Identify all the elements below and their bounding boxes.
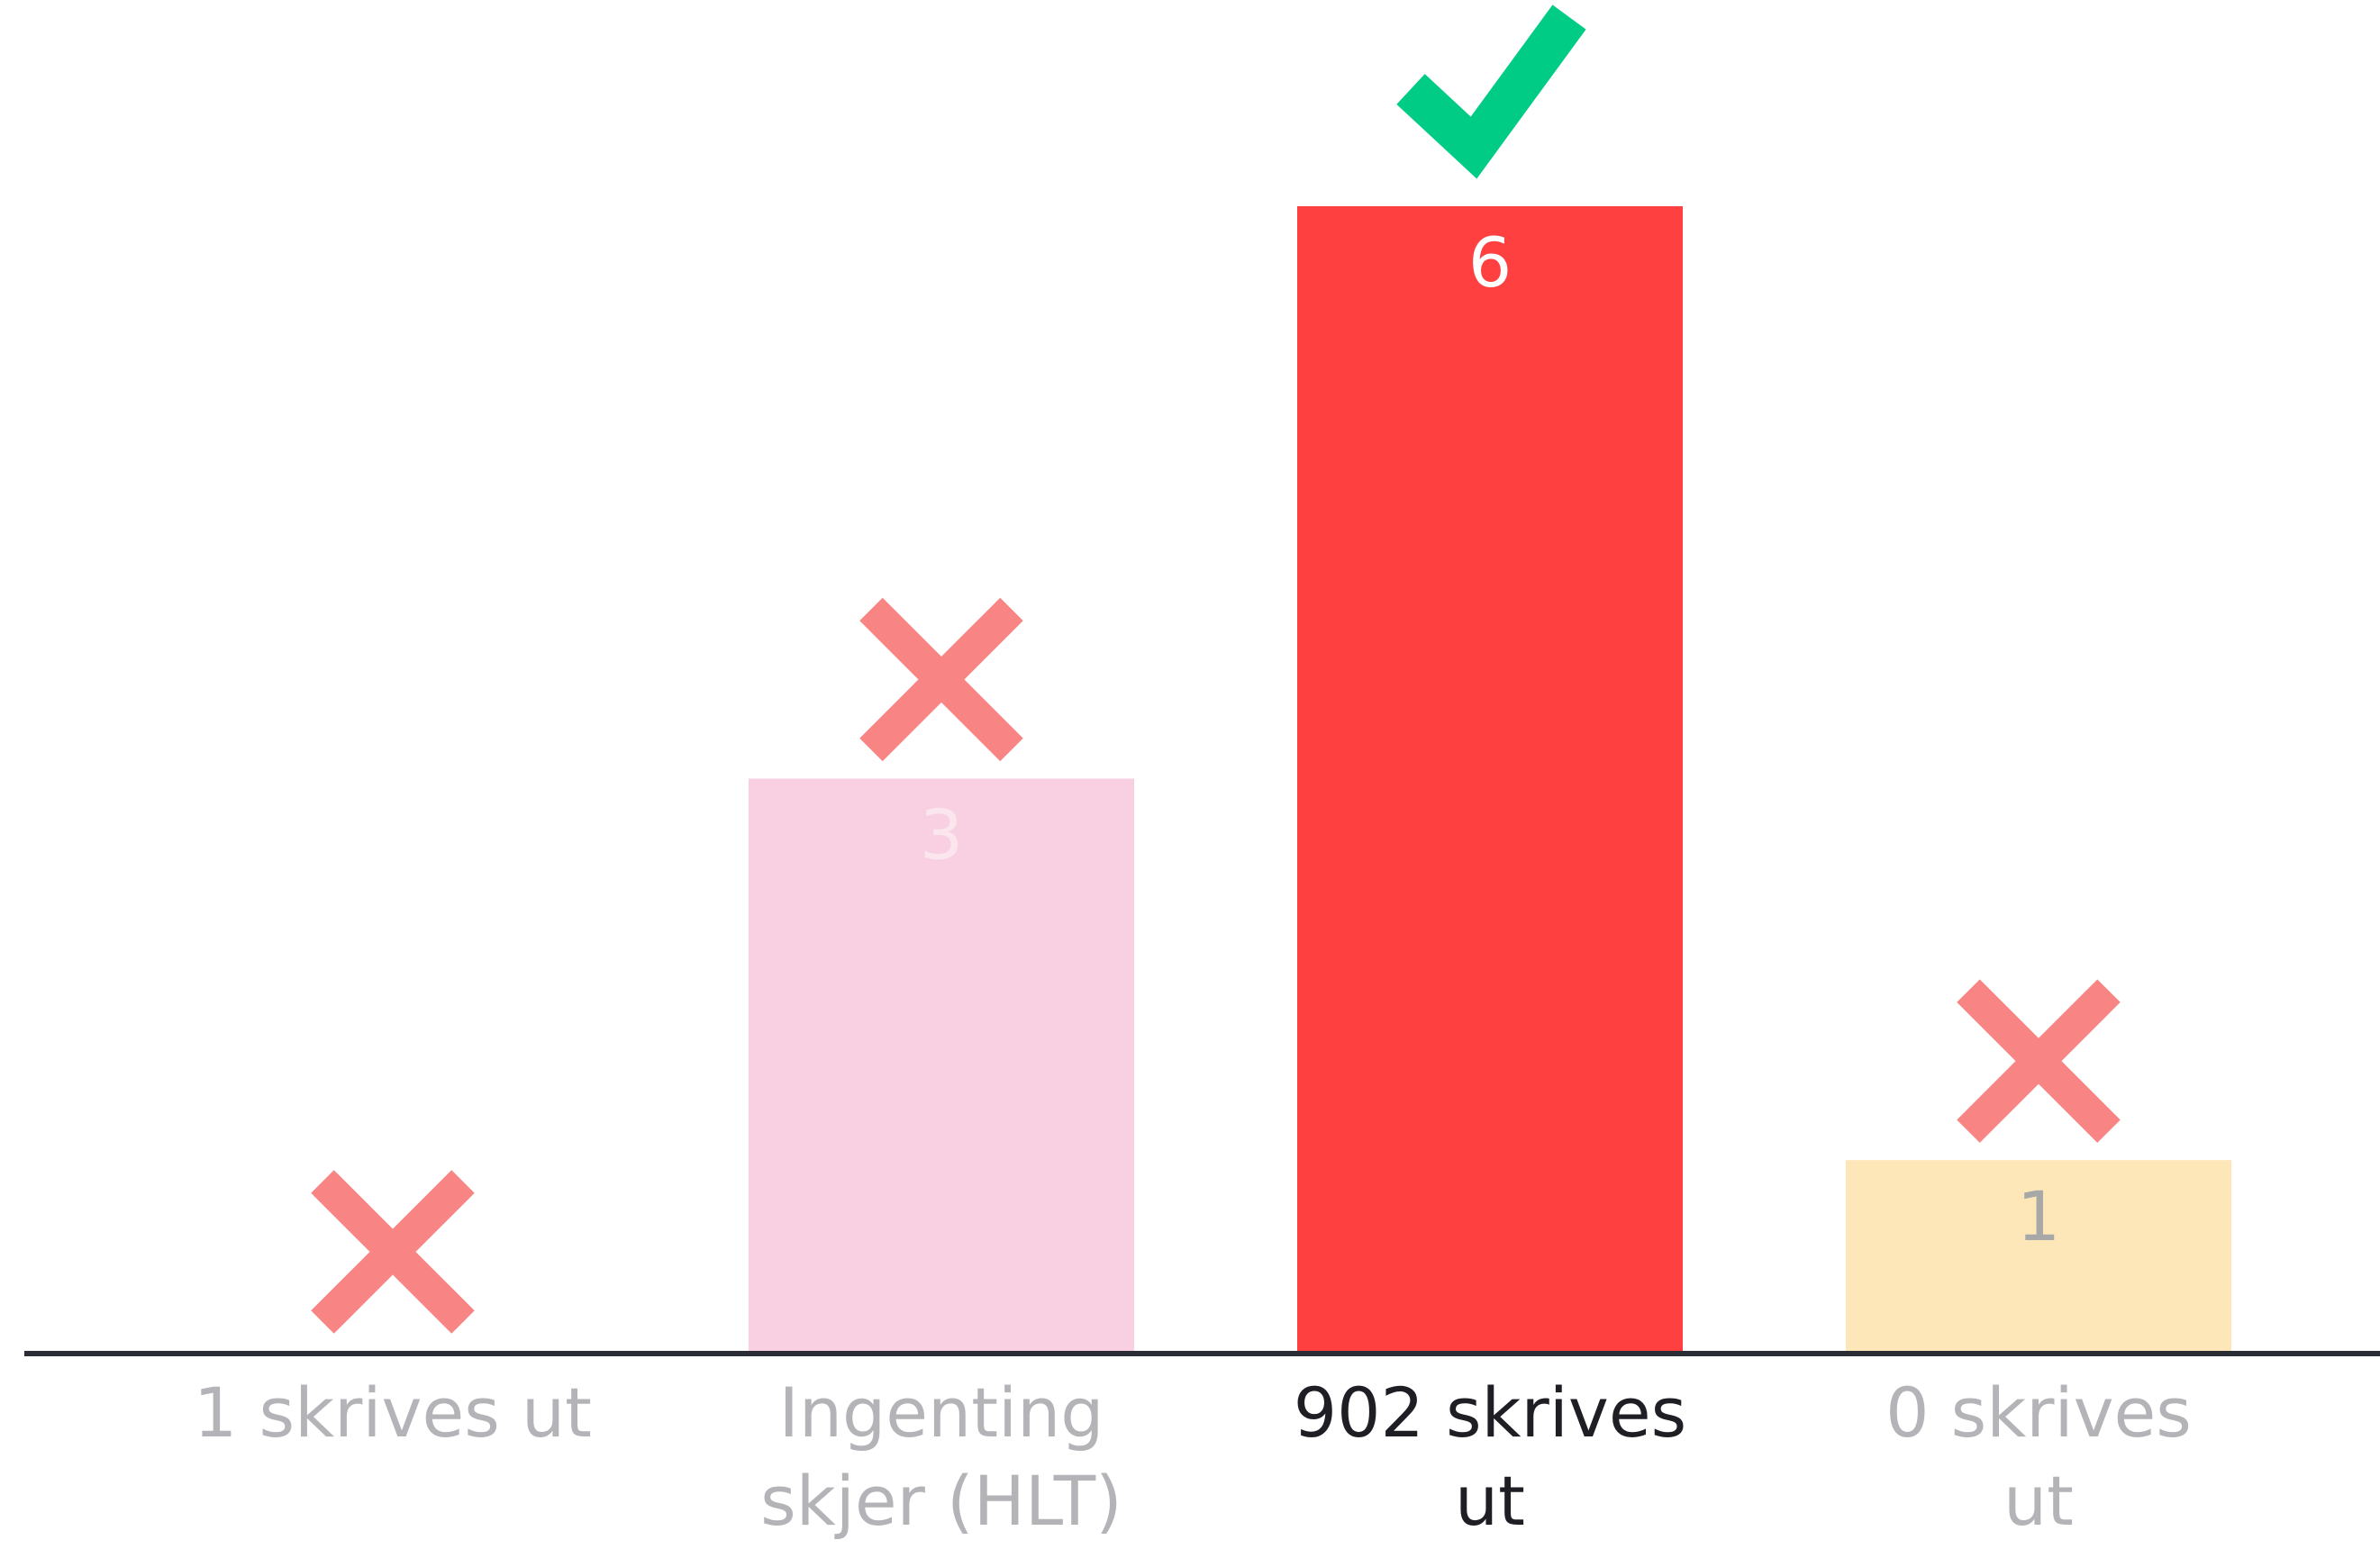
bar — [1297, 206, 1683, 1351]
cross-icon — [859, 597, 1023, 762]
bar — [1846, 1160, 2231, 1351]
check-icon — [1396, 5, 1586, 179]
cross-stroke — [311, 1170, 475, 1334]
category-label: 1 skrives ut — [194, 1372, 592, 1453]
cross-stroke — [1957, 979, 2121, 1143]
cross-stroke — [859, 597, 1023, 762]
cross-icon — [311, 1170, 475, 1334]
category-label: Ingenting skjer (HLT) — [760, 1372, 1122, 1541]
category-label: 902 skrives ut — [1293, 1372, 1687, 1541]
cross-icon — [1957, 979, 2121, 1143]
value-label: 6 — [1468, 222, 1512, 303]
category-label: 0 skrives ut — [1885, 1372, 2192, 1541]
bar — [749, 778, 1134, 1351]
value-label: 3 — [920, 794, 963, 874]
value-label: 1 — [2017, 1176, 2060, 1256]
